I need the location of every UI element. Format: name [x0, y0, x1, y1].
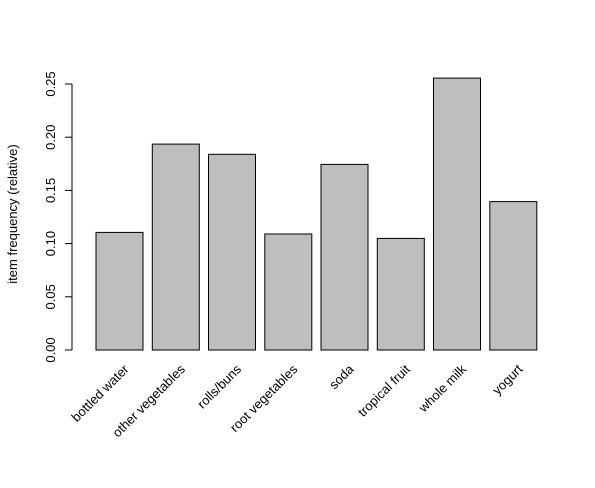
bar-soda — [320, 163, 369, 351]
x-tick-label: rolls/buns — [194, 361, 244, 411]
y-tick-label: 0.00 — [43, 337, 58, 362]
y-tick-label: 0.05 — [43, 284, 58, 309]
y-tick-label: 0.20 — [43, 125, 58, 150]
y-tick-label: 0.25 — [43, 71, 58, 96]
bar-bottled-water — [95, 231, 144, 351]
bar-tropical-fruit — [376, 237, 425, 351]
bar-yogurt — [489, 201, 538, 351]
bar-root-vegetables — [264, 233, 313, 351]
bar-other-vegetables — [151, 143, 200, 351]
x-tick-label: tropical fruit — [355, 361, 413, 419]
y-tick-label: 0.10 — [43, 231, 58, 256]
y-axis-label: item frequency (relative) — [5, 144, 20, 283]
bar-whole-milk — [433, 77, 481, 351]
x-tick-label: whole milk — [415, 361, 470, 416]
y-axis: 0.00 0.05 0.10 0.15 0.20 0.25 — [43, 71, 73, 363]
bar-rolls-buns — [208, 153, 256, 351]
y-tick-label: 0.15 — [43, 178, 58, 203]
bars-layer — [95, 77, 538, 351]
x-tick-label: yogurt — [489, 361, 525, 397]
x-tick-label: soda — [326, 361, 357, 392]
